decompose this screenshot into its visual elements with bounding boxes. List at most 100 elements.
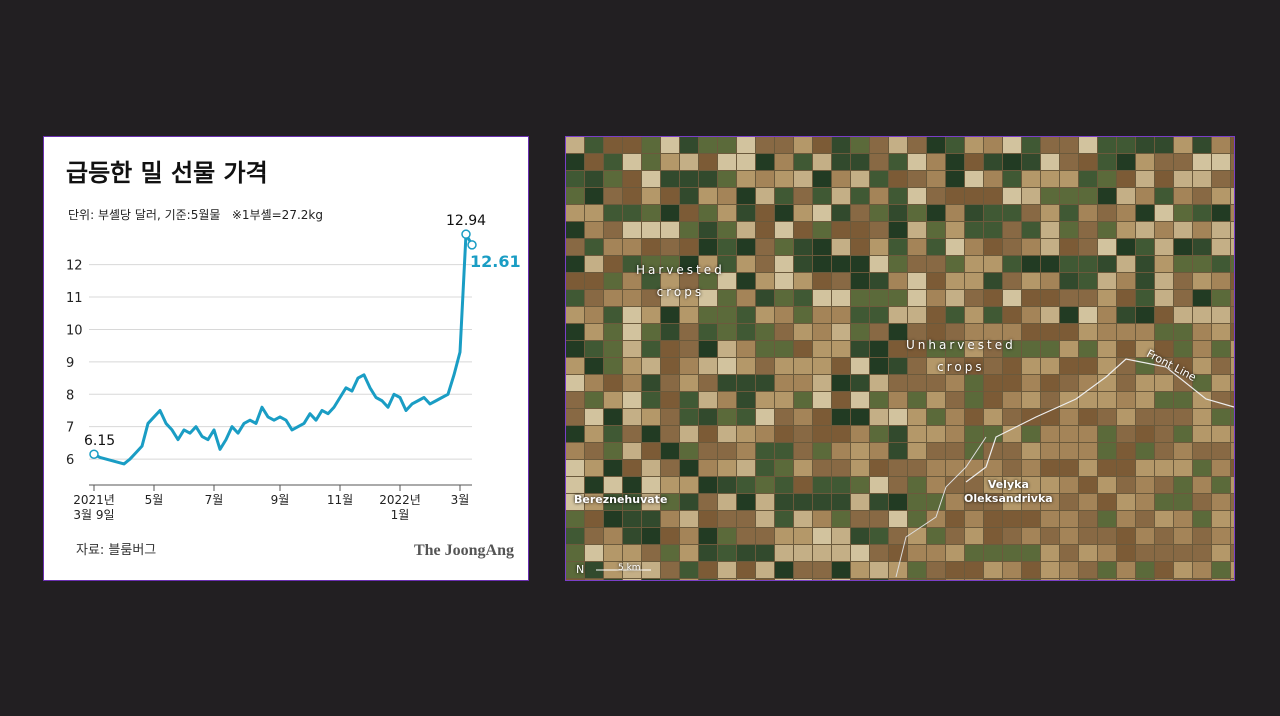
field <box>623 239 641 255</box>
field <box>1174 494 1192 510</box>
field <box>1098 188 1116 204</box>
field <box>1079 256 1097 272</box>
field <box>1212 460 1230 476</box>
field <box>1117 426 1135 442</box>
field <box>642 426 660 442</box>
field <box>1079 188 1097 204</box>
field <box>1231 375 1234 391</box>
field <box>775 205 793 221</box>
field <box>604 273 622 289</box>
field <box>1212 239 1230 255</box>
field <box>756 222 774 238</box>
field <box>775 290 793 306</box>
field <box>1174 324 1192 340</box>
field <box>832 188 850 204</box>
field <box>1003 239 1021 255</box>
field <box>585 239 603 255</box>
field <box>1022 477 1040 493</box>
field <box>585 460 603 476</box>
field <box>1098 205 1116 221</box>
field <box>870 324 888 340</box>
field <box>718 494 736 510</box>
field <box>642 375 660 391</box>
field <box>889 154 907 170</box>
field <box>1041 392 1059 408</box>
field <box>775 579 793 580</box>
field <box>585 545 603 561</box>
field <box>927 392 945 408</box>
field <box>756 239 774 255</box>
field <box>851 392 869 408</box>
field <box>889 477 907 493</box>
field <box>984 222 1002 238</box>
field <box>965 324 983 340</box>
field <box>661 324 679 340</box>
field <box>566 562 584 578</box>
field <box>946 154 964 170</box>
field <box>1174 562 1192 578</box>
field <box>566 222 584 238</box>
field <box>699 222 717 238</box>
field <box>737 239 755 255</box>
field <box>1060 171 1078 187</box>
field <box>756 443 774 459</box>
field <box>699 154 717 170</box>
field <box>604 375 622 391</box>
field <box>1022 222 1040 238</box>
field <box>889 528 907 544</box>
field <box>718 307 736 323</box>
field <box>680 290 698 306</box>
field <box>1098 460 1116 476</box>
field <box>775 324 793 340</box>
field <box>737 477 755 493</box>
field <box>1041 273 1059 289</box>
field <box>699 239 717 255</box>
field <box>794 239 812 255</box>
field <box>623 392 641 408</box>
field <box>1060 188 1078 204</box>
field <box>623 154 641 170</box>
field <box>1041 290 1059 306</box>
x-tick-label: 5월 <box>144 493 164 507</box>
field <box>1174 511 1192 527</box>
field <box>946 375 964 391</box>
field <box>1193 324 1211 340</box>
field <box>927 511 945 527</box>
field <box>756 511 774 527</box>
field <box>946 443 964 459</box>
field <box>775 171 793 187</box>
field <box>832 137 850 153</box>
field <box>1174 358 1192 374</box>
field <box>927 239 945 255</box>
field <box>1212 426 1230 442</box>
field <box>927 460 945 476</box>
field <box>604 545 622 561</box>
field <box>623 341 641 357</box>
field <box>851 375 869 391</box>
x-tick-label: 9월 <box>270 493 290 507</box>
field <box>699 290 717 306</box>
field <box>642 188 660 204</box>
field <box>775 358 793 374</box>
field <box>1136 392 1154 408</box>
field <box>756 579 774 580</box>
field <box>699 137 717 153</box>
field <box>946 273 964 289</box>
field <box>566 392 584 408</box>
field <box>870 545 888 561</box>
field <box>680 307 698 323</box>
field <box>1060 324 1078 340</box>
field <box>832 222 850 238</box>
field <box>566 375 584 391</box>
field <box>737 324 755 340</box>
field <box>1003 358 1021 374</box>
field <box>1212 324 1230 340</box>
field <box>566 324 584 340</box>
field <box>870 426 888 442</box>
field <box>908 460 926 476</box>
field <box>851 545 869 561</box>
field <box>604 460 622 476</box>
field <box>1060 358 1078 374</box>
field <box>984 528 1002 544</box>
field <box>737 273 755 289</box>
